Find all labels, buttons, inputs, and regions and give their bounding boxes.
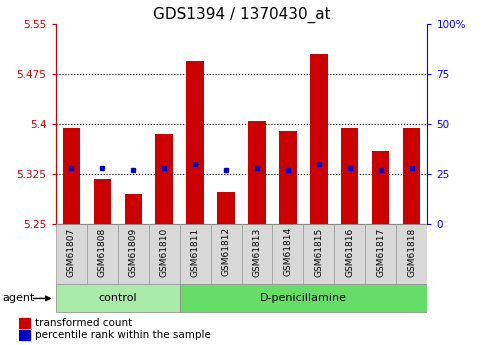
Bar — [248, 121, 266, 224]
Text: GSM61813: GSM61813 — [253, 227, 261, 277]
Text: control: control — [98, 294, 137, 303]
Text: GSM61809: GSM61809 — [128, 227, 138, 277]
Text: percentile rank within the sample: percentile rank within the sample — [35, 331, 211, 340]
Bar — [280, 131, 297, 224]
Text: GSM61818: GSM61818 — [408, 227, 416, 277]
Text: GSM61807: GSM61807 — [67, 227, 75, 277]
Bar — [19, 331, 30, 340]
Bar — [397, 224, 427, 285]
Text: GSM61815: GSM61815 — [314, 227, 324, 277]
Text: GSM61816: GSM61816 — [345, 227, 355, 277]
Bar — [272, 224, 303, 285]
Bar — [180, 224, 211, 285]
Text: GSM61814: GSM61814 — [284, 227, 293, 276]
Bar — [211, 224, 242, 285]
Bar — [372, 151, 389, 224]
Bar — [19, 318, 30, 328]
Bar — [242, 224, 272, 285]
Bar — [403, 128, 421, 224]
Bar — [62, 128, 80, 224]
Text: transformed count: transformed count — [35, 318, 132, 328]
Bar — [156, 134, 172, 224]
Title: GDS1394 / 1370430_at: GDS1394 / 1370430_at — [153, 7, 330, 23]
Text: D-penicillamine: D-penicillamine — [260, 294, 347, 303]
Text: GSM61817: GSM61817 — [376, 227, 385, 277]
Text: agent: agent — [2, 294, 35, 303]
Text: GSM61812: GSM61812 — [222, 227, 230, 276]
Bar — [149, 224, 180, 285]
Bar — [86, 224, 117, 285]
Bar — [56, 224, 86, 285]
Bar — [311, 54, 327, 224]
Text: GSM61808: GSM61808 — [98, 227, 107, 277]
Bar — [366, 224, 397, 285]
Bar — [56, 284, 180, 313]
Text: GSM61810: GSM61810 — [159, 227, 169, 277]
Bar — [186, 61, 203, 224]
Bar — [303, 224, 334, 285]
Bar — [125, 194, 142, 224]
Bar — [94, 179, 111, 224]
Bar — [117, 224, 149, 285]
Text: GSM61811: GSM61811 — [190, 227, 199, 277]
Bar — [334, 224, 366, 285]
Bar — [217, 192, 235, 224]
Bar — [180, 284, 427, 313]
Bar — [341, 128, 358, 224]
